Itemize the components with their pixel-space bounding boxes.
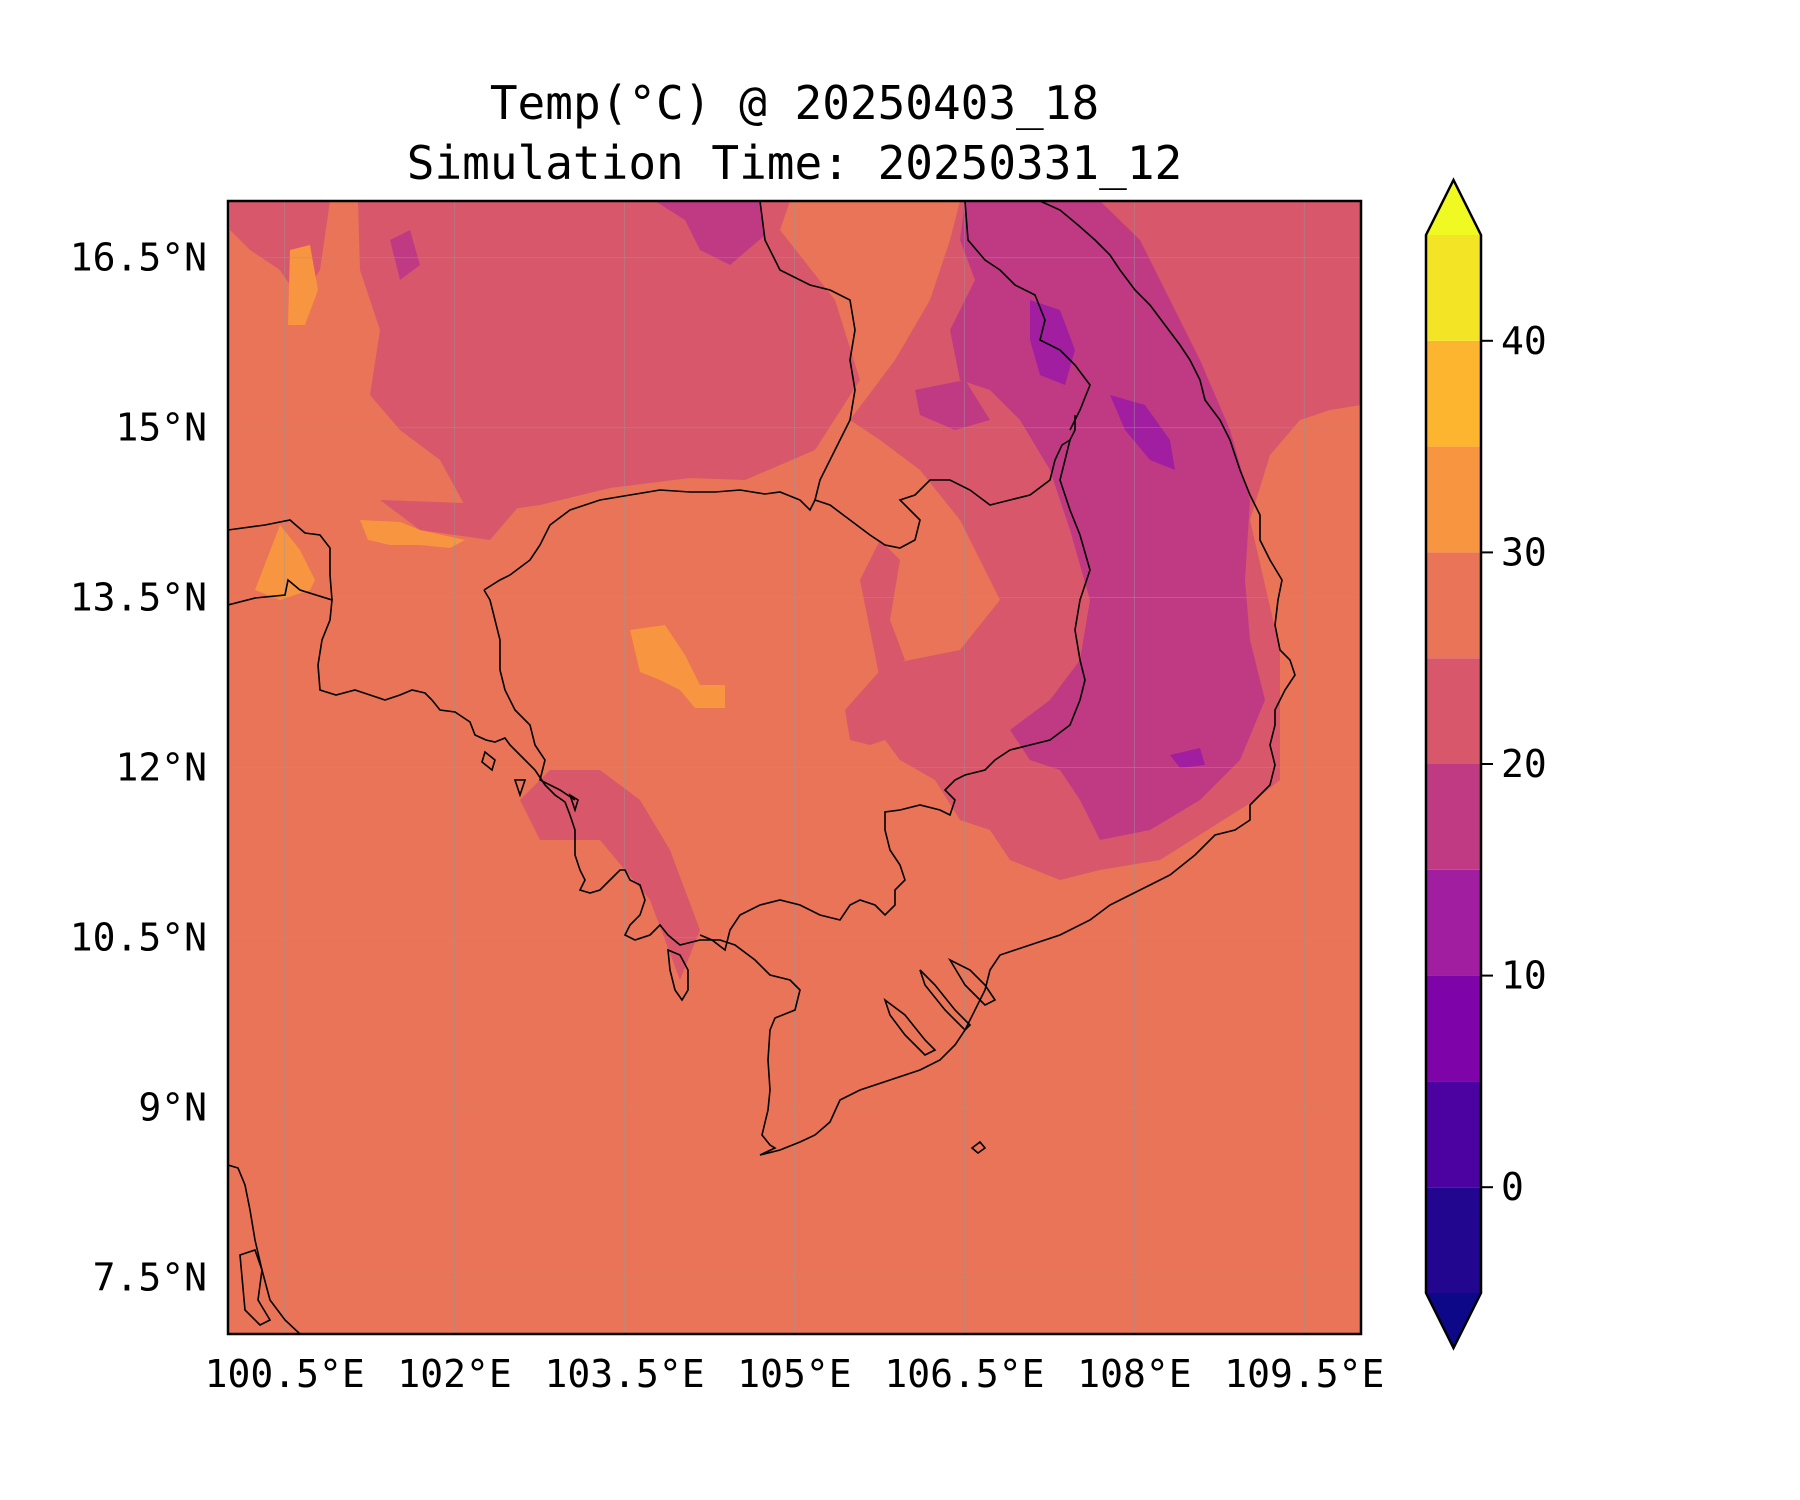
colorbar-bin: [1426, 975, 1481, 1082]
temperature-colorbar: 0 10 20 30 40: [1424, 177, 1547, 1351]
colorbar-bin: [1426, 235, 1481, 341]
colorbar-under-triangle: [1426, 1293, 1481, 1348]
longitude-tick-label: 109.5°E: [1224, 1352, 1384, 1396]
con-son-island: [970, 1140, 987, 1155]
map-subtitle: Simulation Time: 20250331_12: [406, 136, 1183, 190]
latitude-tick-label: 16.5°N: [70, 236, 207, 280]
longitude-gridlines: [284, 201, 1305, 1334]
temp-band-30-35: [255, 245, 725, 708]
cambodia-border: [483, 415, 1076, 591]
mekong-delta-channel-2: [919, 969, 972, 1032]
latitude-tick-label: 13.5°N: [70, 576, 207, 620]
colorbar-bin: [1426, 552, 1481, 659]
longitude-tick-label: 108°E: [1077, 1352, 1191, 1396]
longitude-tick-label: 102°E: [397, 1352, 511, 1396]
mainland-coastline: [228, 201, 1296, 1156]
colorbar-bin: [1426, 446, 1481, 553]
colorbar-bin: [1426, 340, 1481, 447]
map-frame: [226, 199, 1363, 1336]
colorbar-bin: [1426, 1081, 1481, 1188]
colorbar-bin: [1426, 869, 1481, 976]
koh-kong-islands: [481, 750, 579, 813]
latitude-tick-label: 7.5°N: [93, 1255, 207, 1299]
longitude-tick-labels: 100.5°E 102°E 103.5°E 105°E 106.5°E 108°E 109.…: [205, 1352, 1385, 1396]
latitude-tick-label: 12°N: [115, 746, 207, 790]
malay-peninsula-coast: [228, 1164, 301, 1334]
colorbar-tick-label: 10: [1501, 954, 1547, 998]
colorbar-outline: [1424, 177, 1483, 1351]
map-plot-area: [228, 201, 1361, 1334]
latitude-tick-label: 9°N: [138, 1085, 207, 1129]
colorbar-tick-label: 30: [1501, 530, 1547, 574]
temp-band-15-20: [390, 201, 1265, 840]
cambodia-south-border: [483, 589, 576, 801]
thailand-cambodia-border: [228, 519, 333, 601]
colorbar-bin: [1426, 658, 1481, 764]
temp-band-10-15: [1030, 300, 1205, 768]
laos-vietnam-border: [964, 201, 1091, 431]
colorbar-bin: [1426, 764, 1481, 870]
colorbar-bin: [1426, 1187, 1481, 1293]
map-title: Temp(°C) @ 20250403_18: [489, 76, 1100, 130]
latitude-tick-label: 15°N: [115, 406, 207, 450]
longitude-tick-label: 103.5°E: [544, 1352, 704, 1396]
colorbar-tick-label: 20: [1501, 742, 1547, 786]
coastlines-and-borders: [228, 201, 1296, 1334]
colorbar-over-triangle: [1426, 180, 1481, 235]
colorbar-tick-label: 0: [1501, 1165, 1524, 1209]
small-island-south: [239, 1248, 272, 1326]
laos-border-west: [759, 201, 856, 501]
longitude-tick-label: 106.5°E: [884, 1352, 1044, 1396]
latitude-tick-label: 10.5°N: [70, 915, 207, 959]
mekong-delta-channel-1: [883, 997, 937, 1056]
longitude-tick-label: 105°E: [737, 1352, 851, 1396]
longitude-tick-label: 100.5°E: [205, 1352, 365, 1396]
latitude-gridlines: [228, 257, 1361, 1278]
cambodia-vietnam-border: [699, 439, 1091, 952]
colorbar-tick-label: 40: [1501, 319, 1547, 363]
mekong-delta-channel-3: [947, 958, 997, 1006]
latitude-tick-labels: 16.5°N 15°N 13.5°N 12°N 10.5°N 9°N 7.5°N: [70, 236, 207, 1300]
phu-quoc-island: [667, 948, 689, 1002]
